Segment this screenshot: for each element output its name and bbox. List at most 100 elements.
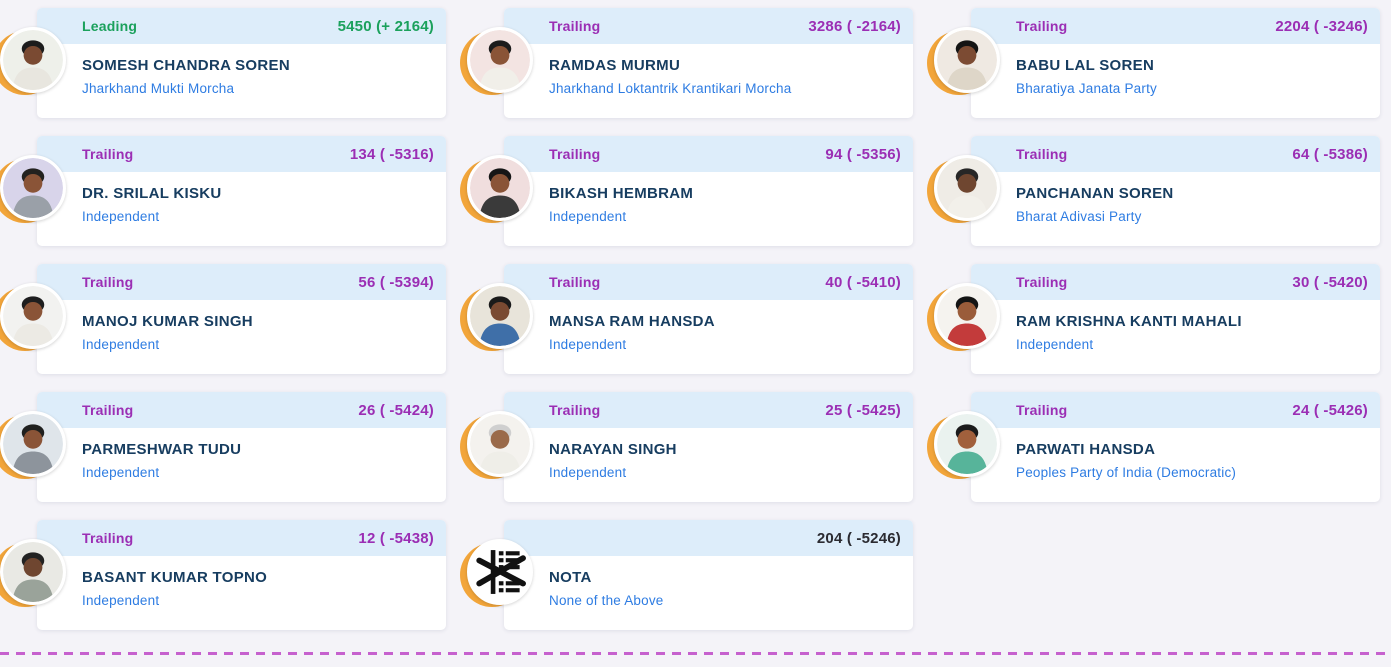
person-silhouette <box>3 286 63 346</box>
vote-count: 40 ( -5410) <box>825 273 901 291</box>
card-body: BASANT KUMAR TOPNO Independent <box>37 556 446 608</box>
status-label: Trailing <box>82 274 134 290</box>
vote-count: 2204 ( -3246) <box>1275 17 1368 35</box>
party-name: Independent <box>1016 337 1094 352</box>
card-body: MANOJ KUMAR SINGH Independent <box>37 300 446 352</box>
card-status-band: Trailing 64 ( -5386) <box>971 136 1380 172</box>
candidate-card: Trailing 30 ( -5420) RAM KRISHNA KANTI M… <box>927 264 1380 374</box>
candidate-avatar <box>0 539 66 611</box>
candidate-name: RAMDAS MURMU <box>549 57 681 74</box>
card-body: BABU LAL SOREN Bharatiya Janata Party <box>971 44 1380 96</box>
card-body: BIKASH HEMBRAM Independent <box>504 172 913 224</box>
card-body: RAM KRISHNA KANTI MAHALI Independent <box>971 300 1380 352</box>
card-status-band: Trailing 40 ( -5410) <box>504 264 913 300</box>
candidate-photo <box>0 539 66 605</box>
card-body: RAMDAS MURMU Jharkhand Loktantrik Kranti… <box>504 44 913 96</box>
vote-count: 25 ( -5425) <box>825 401 901 419</box>
candidate-name: SOMESH CHANDRA SOREN <box>82 57 290 74</box>
candidate-photo <box>934 283 1000 349</box>
candidate-photo <box>467 283 533 349</box>
party-name: Independent <box>82 465 160 480</box>
candidate-name: PARMESHWAR TUDU <box>82 441 242 458</box>
person-silhouette <box>470 158 530 218</box>
vote-count: 64 ( -5386) <box>1292 145 1368 163</box>
person-silhouette <box>3 30 63 90</box>
status-label: Trailing <box>1016 402 1068 418</box>
candidate-photo <box>0 283 66 349</box>
candidate-name: NARAYAN SINGH <box>549 441 677 458</box>
vote-count: 26 ( -5424) <box>358 401 434 419</box>
candidate-avatar <box>0 27 66 99</box>
status-label: Trailing <box>549 146 601 162</box>
candidate-photo <box>934 27 1000 93</box>
candidate-card: Trailing 24 ( -5426) PARWATI HANSDA Peop… <box>927 392 1380 502</box>
status-label: Trailing <box>549 18 601 34</box>
person-silhouette <box>937 286 997 346</box>
candidate-card: Trailing 134 ( -5316) DR. SRILAL KISKU I… <box>0 136 446 246</box>
candidate-card: 204 ( -5246) NOTA None of the Above <box>460 520 913 630</box>
candidate-avatar <box>460 411 533 483</box>
candidate-avatar <box>0 283 66 355</box>
party-name: Bharat Adivasi Party <box>1016 209 1142 224</box>
candidate-photo <box>934 155 1000 221</box>
candidate-avatar <box>927 155 1000 227</box>
card-status-band: 204 ( -5246) <box>504 520 913 556</box>
party-name: None of the Above <box>549 593 664 608</box>
candidate-photo <box>0 411 66 477</box>
candidate-card: Trailing 40 ( -5410) MANSA RAM HANSDA In… <box>460 264 913 374</box>
card-status-band: Trailing 94 ( -5356) <box>504 136 913 172</box>
candidate-photo <box>934 411 1000 477</box>
vote-count: 30 ( -5420) <box>1292 273 1368 291</box>
candidate-photo <box>467 411 533 477</box>
card-status-band: Trailing 25 ( -5425) <box>504 392 913 428</box>
nota-icon <box>467 539 533 605</box>
party-name: Independent <box>549 465 627 480</box>
person-silhouette <box>470 30 530 90</box>
candidate-avatar <box>927 283 1000 355</box>
status-label: Trailing <box>82 402 134 418</box>
candidate-avatar <box>460 283 533 355</box>
party-name: Independent <box>82 593 160 608</box>
candidate-name: PANCHANAN SOREN <box>1016 185 1174 202</box>
vote-count: 56 ( -5394) <box>358 273 434 291</box>
party-name: Peoples Party of India (Democratic) <box>1016 465 1237 480</box>
party-name: Jharkhand Mukti Morcha <box>82 81 235 96</box>
vote-count: 12 ( -5438) <box>358 529 434 547</box>
nota-symbol <box>470 542 530 602</box>
status-label: Trailing <box>549 402 601 418</box>
candidate-avatar <box>0 155 66 227</box>
person-silhouette <box>937 30 997 90</box>
candidate-avatar <box>0 411 66 483</box>
status-label: Trailing <box>82 530 134 546</box>
candidate-photo <box>0 155 66 221</box>
candidate-card: Trailing 56 ( -5394) MANOJ KUMAR SINGH I… <box>0 264 446 374</box>
person-silhouette <box>470 414 530 474</box>
candidate-name: BIKASH HEMBRAM <box>549 185 694 202</box>
candidate-name: MANOJ KUMAR SINGH <box>82 313 253 330</box>
candidate-photo <box>0 27 66 93</box>
candidate-name: RAM KRISHNA KANTI MAHALI <box>1016 313 1242 330</box>
dashed-divider <box>0 652 1391 655</box>
person-silhouette <box>3 414 63 474</box>
card-status-band: Trailing 3286 ( -2164) <box>504 8 913 44</box>
person-silhouette <box>937 414 997 474</box>
candidate-card: Trailing 64 ( -5386) PANCHANAN SOREN Bha… <box>927 136 1380 246</box>
vote-count: 24 ( -5426) <box>1292 401 1368 419</box>
status-label: Trailing <box>1016 18 1068 34</box>
vote-count: 94 ( -5356) <box>825 145 901 163</box>
candidate-card: Trailing 26 ( -5424) PARMESHWAR TUDU Ind… <box>0 392 446 502</box>
card-body: PARWATI HANSDA Peoples Party of India (D… <box>971 428 1380 480</box>
status-label: Trailing <box>1016 274 1068 290</box>
card-body: NOTA None of the Above <box>504 556 913 608</box>
person-silhouette <box>470 286 530 346</box>
candidate-name: PARWATI HANSDA <box>1016 441 1156 458</box>
party-name: Independent <box>82 337 160 352</box>
person-silhouette <box>3 158 63 218</box>
card-body: NARAYAN SINGH Independent <box>504 428 913 480</box>
card-body: MANSA RAM HANSDA Independent <box>504 300 913 352</box>
person-silhouette <box>937 158 997 218</box>
candidate-avatar <box>460 27 533 99</box>
card-status-band: Trailing 12 ( -5438) <box>37 520 446 556</box>
status-label: Trailing <box>1016 146 1068 162</box>
candidate-card: Trailing 94 ( -5356) BIKASH HEMBRAM Inde… <box>460 136 913 246</box>
